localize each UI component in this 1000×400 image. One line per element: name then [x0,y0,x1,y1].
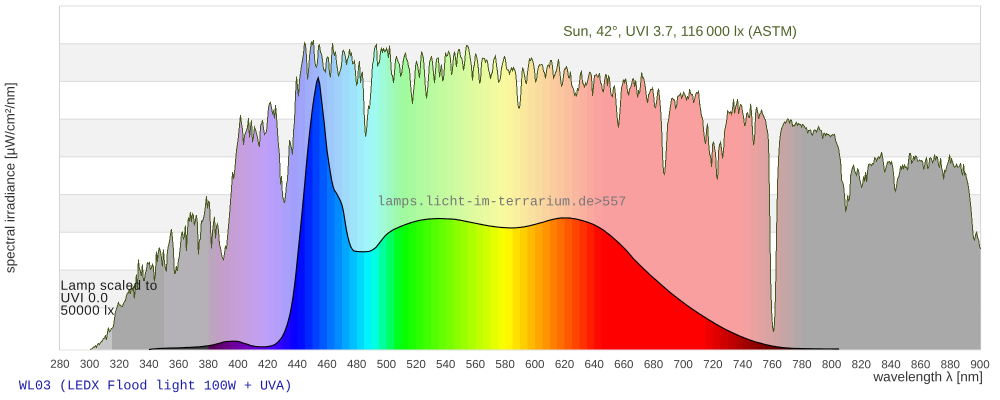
svg-text:wavelength λ [nm]: wavelength λ [nm] [872,369,983,384]
svg-text:820: 820 [852,358,871,371]
svg-text:880: 880 [941,358,960,371]
svg-text:UVI 0.0: UVI 0.0 [60,290,108,305]
svg-text:Lamp scaled to: Lamp scaled to [60,278,157,293]
svg-text:860: 860 [911,358,930,371]
svg-text:740: 740 [733,358,752,371]
svg-text:spectral irradiance [µW/cm²/nm: spectral irradiance [µW/cm²/nm] [2,82,17,273]
svg-text:580: 580 [495,358,514,371]
svg-text:340: 340 [139,358,158,371]
svg-text:400: 400 [228,358,247,371]
svg-text:460: 460 [317,358,336,371]
svg-text:620: 620 [555,358,574,371]
svg-text:840: 840 [881,358,900,371]
svg-text:lamps.licht-im-terrarium.de>55: lamps.licht-im-terrarium.de>557 [377,195,626,210]
svg-text:440: 440 [288,358,307,371]
svg-text:420: 420 [258,358,277,371]
svg-text:600: 600 [525,358,544,371]
svg-text:380: 380 [199,358,218,371]
svg-text:360: 360 [169,358,188,371]
svg-text:640: 640 [585,358,604,371]
svg-text:700: 700 [674,358,693,371]
svg-text:780: 780 [792,358,811,371]
svg-text:520: 520 [406,358,425,371]
svg-text:300: 300 [80,358,99,371]
svg-text:540: 540 [436,358,455,371]
svg-text:660: 660 [614,358,633,371]
svg-text:800: 800 [822,358,841,371]
svg-text:Sun, 42°, UVI 3.7, 116 000 lx: Sun, 42°, UVI 3.7, 116 000 lx (ASTM) [563,24,797,40]
svg-text:560: 560 [466,358,485,371]
svg-text:900: 900 [970,358,989,371]
svg-text:320: 320 [110,358,129,371]
svg-text:50000 lx: 50000 lx [60,303,114,318]
svg-text:720: 720 [703,358,722,371]
svg-text:480: 480 [347,358,366,371]
svg-text:WL03 (LEDX Flood light 100W +: WL03 (LEDX Flood light 100W + UVA) [19,379,292,394]
svg-text:500: 500 [377,358,396,371]
svg-text:280: 280 [50,358,69,371]
svg-text:760: 760 [763,358,782,371]
svg-text:680: 680 [644,358,663,371]
